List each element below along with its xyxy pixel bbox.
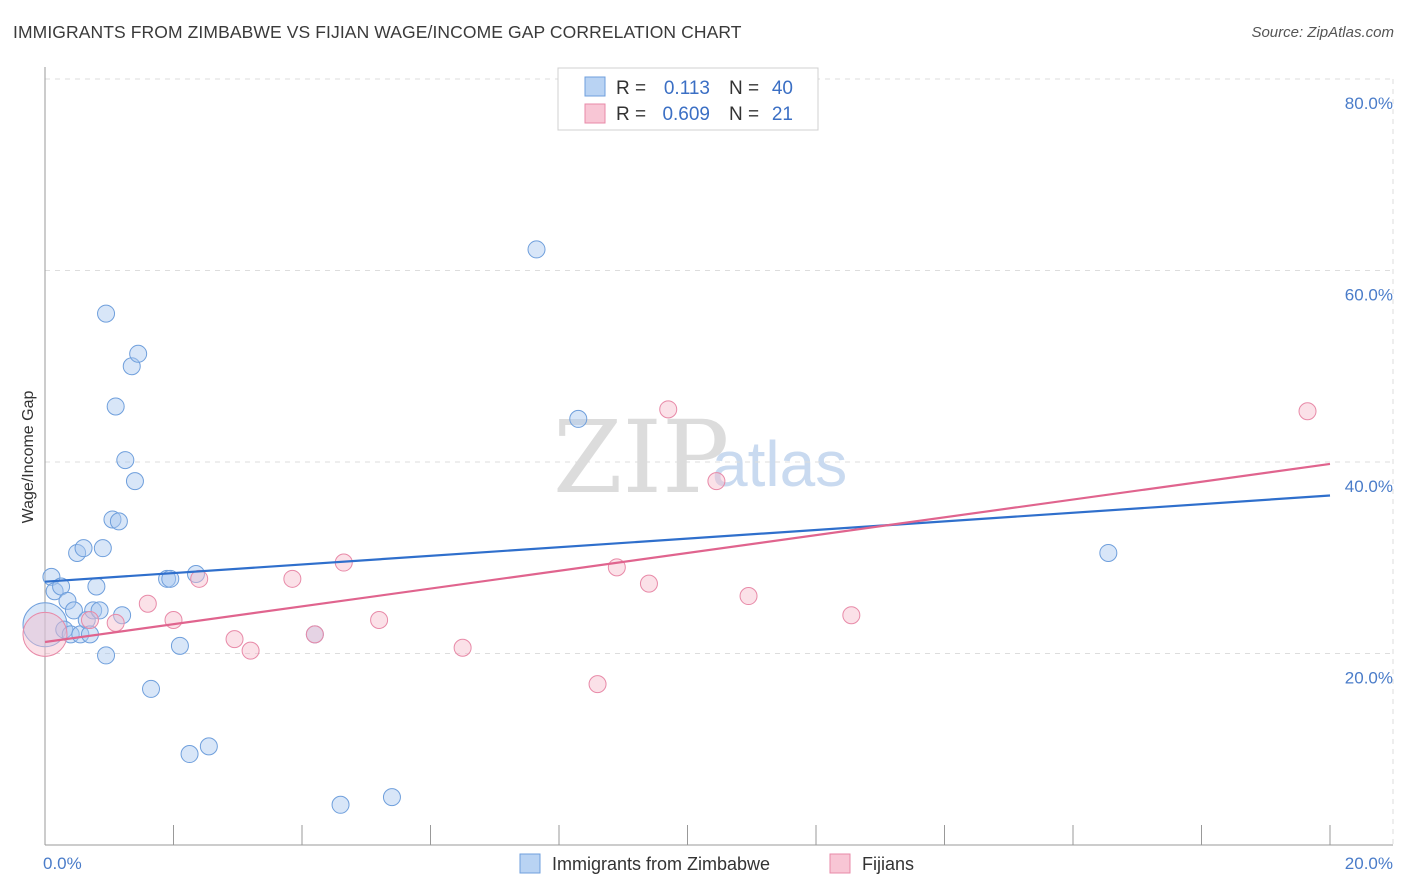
zimbabwe-point	[382, 788, 401, 807]
zimbabwe-point	[87, 577, 106, 596]
zimbabwe-point	[569, 409, 588, 428]
fijian-point	[659, 400, 678, 419]
source-label: Source: ZipAtlas.com	[1251, 24, 1394, 41]
legend-n-value-fijians: 21	[772, 104, 793, 125]
fijian-point	[1298, 402, 1317, 421]
grid-lines	[45, 78, 1394, 845]
bottom-legend-swatch-zimbabwe	[519, 853, 541, 874]
zimbabwe-point	[58, 591, 77, 610]
zimbabwe-point	[97, 304, 116, 323]
watermark-atlas: atlas	[712, 428, 847, 500]
zimbabwe-point	[97, 646, 116, 665]
zimbabwe-point	[199, 737, 218, 756]
legend-swatch-fijians	[584, 103, 606, 124]
fijian-point	[190, 569, 209, 588]
zimbabwe-point	[142, 679, 161, 698]
series-legend: Immigrants from Zimbabwe Fijians	[519, 853, 914, 874]
zimbabwe-point	[125, 472, 144, 491]
trend-line-fijians	[44, 462, 1331, 644]
zimbabwe-point	[103, 510, 122, 529]
zimbabwe-point	[527, 240, 546, 259]
legend-n-value-zimbabwe: 40	[772, 78, 793, 99]
fijian-point	[241, 641, 260, 660]
zimbabwe-point	[331, 795, 350, 814]
legend-r-label-zimbabwe: R =	[616, 78, 646, 99]
fijian-point	[283, 569, 302, 588]
zimbabwe-point	[90, 601, 109, 620]
bottom-legend-label-fijians: Fijians	[862, 854, 914, 874]
y-tick-label: 20.0%	[1345, 669, 1393, 688]
bottom-legend-label-zimbabwe: Immigrants from Zimbabwe	[552, 854, 770, 874]
fijian-point	[80, 610, 99, 629]
y-tick-label: 80.0%	[1345, 94, 1393, 113]
y-axis-title: Wage/Income Gap	[20, 391, 37, 524]
y-tick-label: 60.0%	[1345, 286, 1393, 305]
bottom-legend-swatch-fijians	[829, 853, 851, 874]
series-zimbabwe-points	[22, 240, 1118, 814]
fijian-point	[842, 606, 861, 625]
zimbabwe-point	[64, 601, 83, 620]
zimbabwe-point	[170, 636, 189, 655]
fijian-point	[106, 613, 125, 632]
x-tick-label: 0.0%	[43, 854, 82, 873]
zimbabwe-point	[106, 397, 125, 416]
legend-r-value-fijians: 0.609	[662, 104, 710, 125]
chart-title: IMMIGRANTS FROM ZIMBABWE VS FIJIAN WAGE/…	[13, 22, 742, 42]
x-tick-label: 20.0%	[1345, 854, 1393, 873]
series-fijians-points	[22, 400, 1317, 694]
zimbabwe-point	[93, 539, 112, 558]
zimbabwe-point	[129, 344, 148, 363]
x-tick-labels: 0.0% 20.0%	[43, 854, 1393, 873]
legend-swatch-zimbabwe	[584, 76, 606, 97]
legend-n-label-zimbabwe: N =	[729, 78, 759, 99]
zimbabwe-point	[74, 539, 93, 558]
fijian-point	[739, 587, 758, 606]
legend-r-label-fijians: R =	[616, 104, 646, 125]
trend-lines	[44, 462, 1331, 644]
zimbabwe-point	[186, 565, 205, 584]
y-tick-label: 40.0%	[1345, 477, 1393, 496]
zimbabwe-point	[1099, 543, 1118, 562]
y-tick-labels: 20.0% 40.0% 60.0% 80.0%	[1345, 94, 1393, 688]
axes	[44, 67, 1393, 846]
watermark-zip: ZIP	[553, 399, 729, 516]
correlation-legend: R = 0.113 N = 40 R = 0.609 N = 21	[557, 67, 819, 131]
fijian-point	[588, 675, 607, 694]
zimbabwe-point	[180, 745, 199, 764]
fijian-point	[225, 630, 244, 649]
zimbabwe-point	[113, 606, 132, 625]
zimbabwe-point	[22, 602, 68, 648]
fijian-point	[305, 625, 324, 644]
zimbabwe-point	[109, 512, 128, 531]
trend-line-zimbabwe	[44, 494, 1331, 583]
legend-r-value-zimbabwe: 0.113	[664, 78, 710, 99]
fijian-point	[138, 594, 157, 613]
fijian-point	[639, 574, 658, 593]
legend-n-label-fijians: N =	[729, 104, 759, 125]
zimbabwe-point	[116, 451, 135, 470]
fijian-point	[707, 472, 726, 491]
fijian-point	[22, 611, 68, 657]
fijian-point	[453, 638, 472, 657]
zimbabwe-point	[84, 601, 103, 620]
fijian-point	[370, 610, 389, 629]
